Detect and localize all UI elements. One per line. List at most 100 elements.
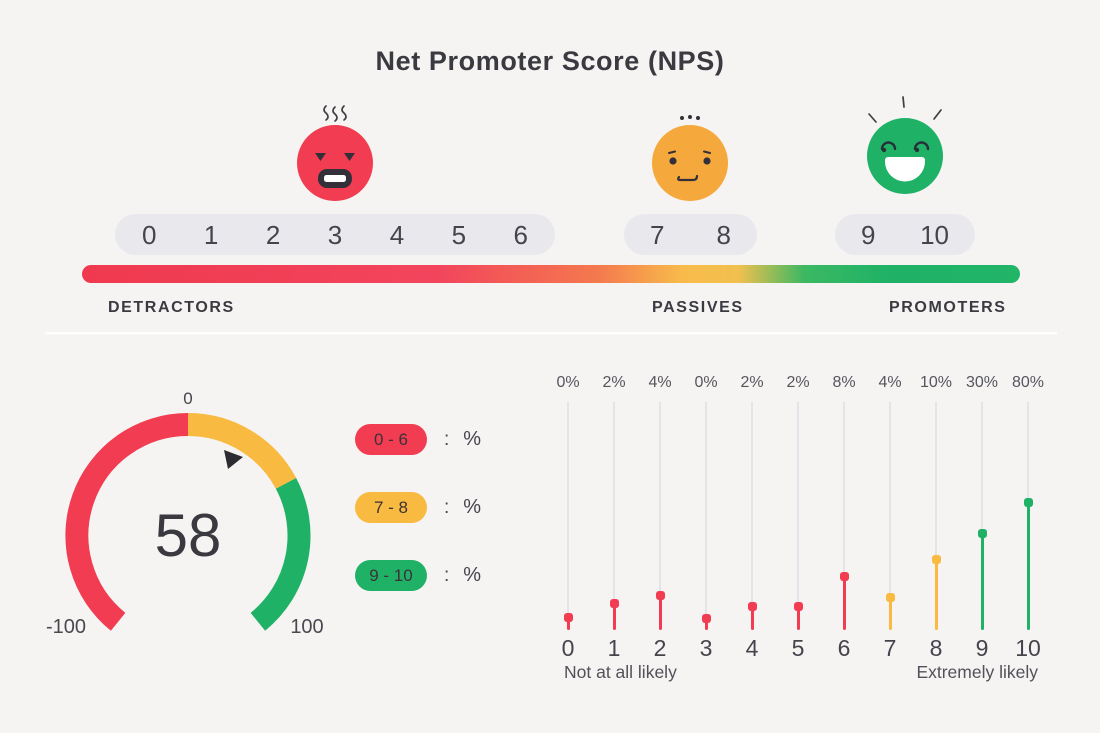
value-label: 8%: [832, 374, 856, 391]
chart-column-0: 0% 0: [545, 372, 591, 692]
nps-gauge-chart: 0 58 -100 100: [46, 389, 324, 638]
score-distribution-chart: 0% 0 2% 1 4% 2 0% 3 2% 4 2% 5 8% 6 4% 7 10% 8 30% 9 80% 10 No…: [540, 372, 1080, 692]
passives-label: PASSIVES: [652, 299, 744, 316]
angry-left-eye: [315, 153, 326, 161]
value-label: 4%: [648, 374, 672, 391]
happy-mouth: [885, 157, 925, 182]
angry-teeth: [324, 175, 346, 182]
lollipop-dot: [793, 601, 803, 611]
gauge-max-label: 100: [290, 616, 323, 638]
happy-right-eye-dot: [914, 147, 920, 153]
happy-left-eye-dot: [881, 147, 887, 153]
neutral-left-eye: [669, 157, 677, 165]
value-label: 2%: [786, 374, 810, 391]
thinking-dots: [680, 115, 700, 120]
lollipop-dot: [1023, 497, 1033, 507]
score-label: 8: [929, 635, 943, 661]
guide-line: [659, 402, 661, 630]
guide-line: [705, 402, 707, 630]
legend-row-passives: 7 - 8 : %: [355, 492, 481, 523]
gauge-pointer-icon: [224, 450, 243, 469]
legend-colon: :: [444, 564, 450, 586]
gauge-yellow-arc: [187, 413, 297, 490]
happy-face-icon: [867, 96, 943, 194]
lollipop-dot: [977, 528, 987, 538]
lollipop-stem: [842, 576, 846, 630]
lollipop-dot: [839, 571, 849, 581]
rating-number-1[interactable]: 1: [203, 219, 219, 250]
rating-number-6[interactable]: 6: [513, 219, 528, 250]
chart-column-6: 8% 6: [821, 372, 867, 692]
value-label: 4%: [878, 374, 902, 391]
legend-percent-passives: %: [463, 496, 482, 518]
lollipop-stem: [980, 533, 984, 630]
gauge-min-label: -100: [46, 616, 86, 638]
lollipop-stem: [750, 606, 754, 630]
happy-face-circle: [867, 118, 943, 194]
guide-line: [797, 402, 799, 630]
chart-column-1: 2% 1: [591, 372, 637, 692]
excitement-rays: [868, 96, 942, 123]
section-divider: [45, 332, 1057, 335]
neutral-right-eye: [703, 157, 711, 165]
legend-row-promoters: 9 - 10 : %: [355, 560, 481, 591]
lollipop-stem: [612, 603, 616, 630]
score-label: 9: [975, 635, 989, 661]
rating-number-3[interactable]: 3: [327, 219, 343, 250]
rating-number-5[interactable]: 5: [451, 219, 467, 250]
score-label: 1: [607, 635, 621, 661]
page-title: Net Promoter Score (NPS): [375, 46, 725, 76]
happy-eyes: [880, 141, 930, 151]
nps-gradient-bar: [82, 265, 1020, 283]
legend-colon: :: [444, 496, 450, 518]
rating-number-9[interactable]: 9: [861, 219, 876, 250]
chart-column-7: 4% 7: [867, 372, 913, 692]
lollipop-dot: [609, 598, 619, 608]
guide-line: [935, 402, 937, 630]
lollipop-stem: [704, 618, 708, 630]
score-label: 10: [1015, 635, 1041, 661]
lollipop-dot: [747, 601, 757, 611]
score-label: 2: [653, 635, 667, 661]
angry-face-icon: [297, 105, 373, 201]
rating-number-8[interactable]: 8: [716, 219, 731, 250]
lollipop-dot: [885, 592, 895, 602]
lollipop-stem: [934, 559, 938, 630]
lollipop-stem: [888, 597, 892, 630]
rating-number-0[interactable]: 0: [142, 219, 157, 250]
chart-column-10: 80% 10: [1005, 372, 1051, 692]
angry-right-eye: [344, 153, 355, 161]
rating-number-10[interactable]: 10: [920, 219, 949, 250]
value-label: 80%: [1011, 374, 1045, 391]
guide-line: [751, 402, 753, 630]
neutral-brows: [668, 150, 711, 154]
angry-face-circle: [297, 125, 373, 201]
lollipop-dot: [931, 554, 941, 564]
detractors-label: DETRACTORS: [108, 299, 235, 316]
legend-colon: :: [444, 428, 450, 450]
neutral-face-circle: [652, 125, 728, 201]
rating-number-7[interactable]: 7: [650, 219, 665, 250]
lollipop-dot: [655, 590, 665, 600]
neutral-face-icon: [652, 115, 728, 201]
legend-percent-detractors: %: [463, 428, 482, 450]
score-label: 6: [837, 635, 851, 661]
chart-column-5: 2% 5: [775, 372, 821, 692]
value-label: 2%: [602, 374, 626, 391]
gauge-red-arc: [65, 413, 189, 631]
score-label: 7: [883, 635, 897, 661]
axis-caption-left: Not at all likely: [564, 662, 677, 682]
promoters-label: PROMOTERS: [889, 299, 1007, 316]
rating-number-2[interactable]: 2: [265, 219, 281, 250]
lollipop-dot: [563, 612, 573, 622]
rating-number-4[interactable]: 4: [389, 219, 405, 250]
guide-line: [567, 402, 569, 630]
legend-swatch-detractors: 0 - 6: [355, 424, 427, 455]
lollipop-stem: [566, 617, 570, 630]
guide-line: [981, 402, 983, 630]
legend-swatch-promoters: 9 - 10: [355, 560, 427, 591]
axis-caption-right: Extremely likely: [916, 662, 1038, 682]
legend-swatch-passives: 7 - 8: [355, 492, 427, 523]
